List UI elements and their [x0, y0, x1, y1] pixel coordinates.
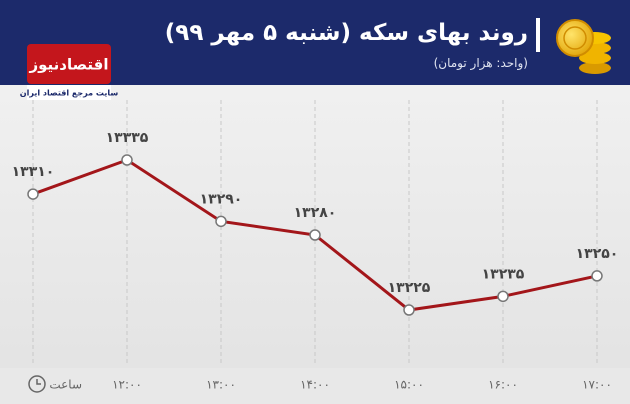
logo-box: [27, 44, 111, 84]
x-tick-label: ۱۴:۰۰: [300, 378, 330, 392]
point: [27, 188, 39, 200]
x-tick-label: ۱۶:۰۰: [488, 378, 518, 392]
point: [121, 154, 133, 166]
coins-icon: [556, 19, 611, 74]
chart-subtitle: (واحد: هزار تومان): [433, 56, 528, 70]
point: [403, 304, 415, 316]
data-label: ۱۳۲۸۰: [294, 205, 337, 221]
point: [215, 215, 227, 228]
clock-icon: [28, 375, 46, 393]
x-tick-label: ۱۳:۰۰: [206, 378, 236, 392]
logo-strip: [27, 85, 111, 100]
data-label: ۱۳۲۳۵: [482, 266, 525, 282]
data-label: ۱۳۲۹۰: [200, 191, 243, 207]
point: [591, 270, 603, 282]
x-tick-label: ۱۵:۰۰: [394, 378, 424, 392]
point: [497, 290, 509, 303]
axis-band: [0, 368, 630, 404]
point: [309, 229, 321, 241]
data-label: ۱۳۲۲۵: [388, 280, 431, 296]
data-label: ۱۳۲۵۰: [576, 246, 619, 262]
x-axis-label: ساعت: [49, 378, 82, 392]
chart-title: روند بهای سکه (شنبه ۵ مهر ۹۹): [164, 20, 528, 46]
data-label: ۱۳۳۱۰: [12, 164, 55, 180]
x-tick-label: ۱۲:۰۰: [112, 378, 142, 392]
x-tick-label: ۱۷:۰۰: [582, 378, 612, 392]
logo-text: اقتصادنیوز: [29, 56, 109, 74]
data-label: ۱۳۳۳۵: [106, 130, 149, 146]
logo-tagline: سایت مرجع اقتصاد ایران: [20, 89, 119, 98]
title-divider: [536, 18, 540, 52]
